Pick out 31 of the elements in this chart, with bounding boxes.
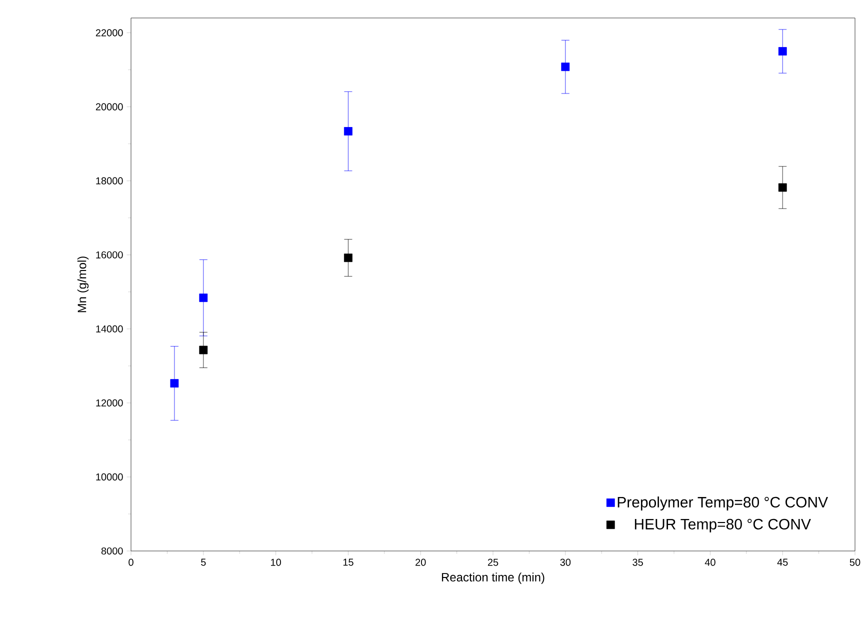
y-tick-label: 8000: [101, 547, 123, 555]
point: [561, 62, 570, 72]
point: [199, 294, 208, 302]
legend-label: HEUR Temp=80 °C CONV: [634, 518, 811, 532]
y-tick-label: 22000: [96, 29, 123, 36]
x-tick-label: 30: [560, 558, 571, 566]
y-tick-label: 16000: [96, 251, 123, 258]
legend-label: Prepolymer Temp=80 °C CONV: [618, 496, 828, 510]
x-tick-label: 40: [704, 558, 716, 566]
x-tick-label: 25: [488, 558, 498, 566]
x-tick-label: 45: [777, 558, 788, 566]
y-tick-label: 10000: [96, 473, 123, 480]
point: [344, 127, 352, 136]
x-tick-label: 0: [128, 558, 134, 566]
x-tick-label: 10: [271, 558, 281, 566]
y-tick-label: 18000: [96, 177, 123, 184]
x-tick-label: 15: [343, 558, 354, 566]
x-tick-label: 20: [416, 558, 426, 566]
point: [170, 379, 179, 388]
y-tick-label: 14000: [96, 325, 123, 332]
y-tick-label: 20000: [96, 103, 123, 110]
point: [778, 47, 787, 56]
x-tick-label: 50: [850, 558, 860, 566]
x-axis-title: Reaction time (min): [442, 572, 544, 584]
x-tick-label: 35: [632, 558, 643, 566]
x-tick-label: 5: [201, 558, 206, 566]
y-axis-title: Mn (g/mol): [77, 256, 89, 312]
y-tick-label: 12000: [96, 399, 123, 406]
point: [344, 254, 352, 262]
point: [778, 183, 787, 192]
point: [199, 346, 208, 354]
